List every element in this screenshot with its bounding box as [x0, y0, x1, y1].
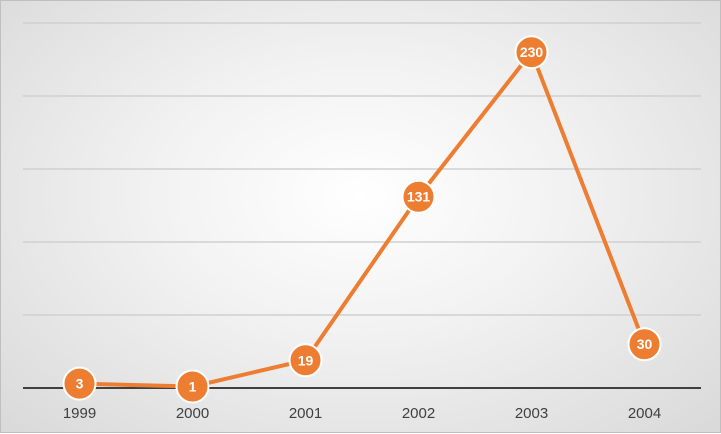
data-point: [401, 179, 436, 214]
x-tick-label: 2000: [176, 405, 209, 422]
data-point: [175, 369, 210, 404]
x-tick-label: 2001: [289, 405, 322, 422]
series-line: [77, 50, 647, 389]
data-point: [514, 35, 549, 70]
x-tick-label: 2003: [515, 405, 548, 422]
data-point: [62, 366, 97, 401]
x-tick-label: 2002: [402, 405, 435, 422]
data-point: [288, 343, 323, 378]
data-label: 131: [407, 189, 431, 205]
data-label: 1: [189, 379, 197, 395]
data-label: 3: [76, 376, 84, 392]
data-label: 19: [298, 352, 314, 368]
data-point: [627, 327, 662, 362]
data-label: 30: [637, 336, 653, 352]
data-label: 230: [520, 44, 544, 60]
x-tick-label: 1999: [63, 405, 96, 422]
x-tick-label: 2004: [628, 405, 661, 422]
